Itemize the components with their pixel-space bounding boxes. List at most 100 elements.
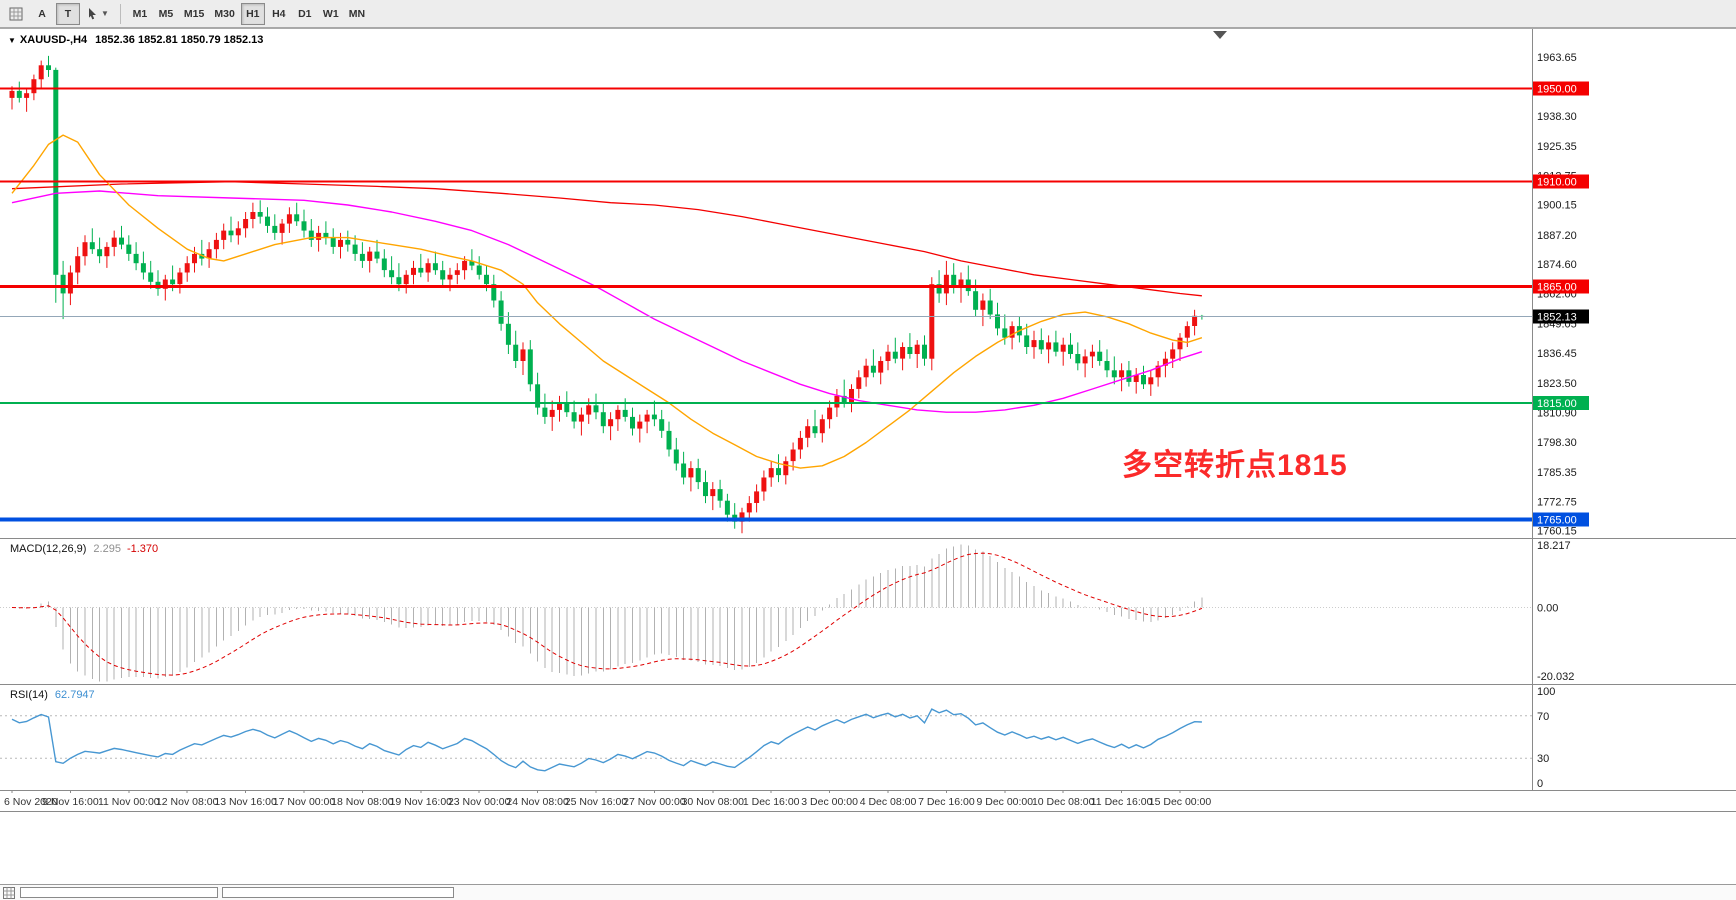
one-click-trading-toggle-icon[interactable]: ▼	[8, 36, 16, 45]
svg-text:1963.65: 1963.65	[1537, 52, 1577, 64]
toolbar-separator	[119, 3, 121, 24]
svg-text:1852.13: 1852.13	[1537, 312, 1577, 324]
window-tab-1[interactable]	[20, 887, 218, 898]
svg-text:1950.00: 1950.00	[1537, 84, 1577, 96]
svg-text:11 Dec 16:00: 11 Dec 16:00	[1091, 796, 1153, 808]
rsi-header: RSI(14) 62.7947	[10, 689, 95, 701]
draw-tools-dropdown-button[interactable]: ▼	[82, 3, 113, 25]
ma-medium-line	[11, 190, 1203, 413]
ma-fast-line	[11, 134, 1203, 469]
svg-text:1785.35: 1785.35	[1537, 467, 1577, 479]
template-grid-button[interactable]	[4, 3, 28, 25]
rsi-line	[11, 708, 1202, 772]
chart-window: 1963.651938.301925.351912.751900.151887.…	[0, 28, 1736, 812]
chart-shift-marker-icon[interactable]	[1213, 31, 1227, 39]
top-toolbar: A T ▼ M1 M5 M15 M30 H1 H4 D1 W1 MN	[0, 0, 1736, 28]
price-axis[interactable]: 1963.651938.301925.351912.751900.151887.…	[1533, 52, 1589, 790]
svg-text:1925.35: 1925.35	[1537, 141, 1577, 153]
svg-text:15 Dec 00:00: 15 Dec 00:00	[1149, 796, 1212, 808]
rsi-label: RSI(14)	[10, 689, 48, 701]
svg-text:9 Dec 00:00: 9 Dec 00:00	[976, 796, 1033, 808]
window-tab-2[interactable]	[222, 887, 454, 898]
svg-text:24 Nov 08:00: 24 Nov 08:00	[506, 796, 569, 808]
svg-text:12 Nov 08:00: 12 Nov 08:00	[156, 796, 219, 808]
price-badge	[1533, 512, 1589, 527]
svg-text:9 Nov 16:00: 9 Nov 16:00	[42, 796, 99, 808]
macd-histogram	[18, 544, 1203, 682]
svg-text:1765.00: 1765.00	[1537, 514, 1577, 526]
svg-text:19 Nov 16:00: 19 Nov 16:00	[390, 796, 453, 808]
svg-text:1938.30: 1938.30	[1537, 111, 1577, 123]
cursor-icon	[89, 8, 96, 20]
grid-icon	[9, 7, 23, 20]
rsi-value: 62.7947	[54, 689, 95, 701]
chart-annotation-text: 多空转折点1815	[1122, 449, 1348, 482]
price-badge	[1533, 279, 1589, 294]
timeframe-button-w1[interactable]: W1	[319, 3, 343, 25]
timeframe-button-m1[interactable]: M1	[128, 3, 152, 25]
svg-text:1865.00: 1865.00	[1537, 282, 1577, 294]
svg-text:70: 70	[1537, 711, 1549, 723]
svg-text:1836.45: 1836.45	[1537, 348, 1577, 360]
macd-header: MACD(12,26,9) 2.295 -1.370	[10, 543, 158, 555]
svg-text:7 Dec 16:00: 7 Dec 16:00	[918, 796, 975, 808]
svg-text:4 Dec 08:00: 4 Dec 08:00	[860, 796, 917, 808]
svg-text:1772.75: 1772.75	[1537, 496, 1577, 508]
candles-group	[9, 55, 1205, 534]
svg-text:1823.50: 1823.50	[1537, 378, 1577, 390]
macd-signal-value: -1.370	[126, 543, 159, 555]
svg-text:6 Nov 2020: 6 Nov 2020	[4, 796, 58, 808]
svg-text:1 Dec 16:00: 1 Dec 16:00	[743, 796, 800, 808]
timeframe-button-m30[interactable]: M30	[210, 3, 238, 25]
svg-text:1910.00: 1910.00	[1537, 177, 1577, 189]
text-label-tool-button[interactable]: A	[30, 3, 54, 25]
window-list-button[interactable]	[2, 886, 16, 899]
svg-text:3 Dec 00:00: 3 Dec 00:00	[801, 796, 858, 808]
drawing-tools-group: A T ▼	[3, 2, 114, 25]
svg-text:0: 0	[1537, 778, 1543, 790]
svg-text:23 Nov 00:00: 23 Nov 00:00	[448, 796, 511, 808]
svg-text:100: 100	[1537, 686, 1555, 698]
price-chart-canvas[interactable]: 1963.651938.301925.351912.751900.151887.…	[0, 28, 1736, 812]
svg-text:18.217: 18.217	[1537, 540, 1571, 552]
timeframe-button-d1[interactable]: D1	[293, 3, 317, 25]
price-badge	[1533, 174, 1589, 189]
tile-windows-icon	[3, 886, 15, 899]
text-tool-button[interactable]: T	[56, 2, 80, 25]
macd-label: MACD(12,26,9)	[10, 543, 87, 555]
macd-main-value: 2.295	[93, 543, 121, 555]
svg-text:30: 30	[1537, 753, 1549, 765]
symbol-period-label: XAUUSD-,H4	[19, 34, 88, 46]
timeframe-group: M1 M5 M15 M30 H1 H4 D1 W1 MN	[127, 2, 370, 25]
price-badge	[1533, 81, 1589, 96]
svg-text:1810.90: 1810.90	[1537, 408, 1577, 420]
timeframe-button-mn[interactable]: MN	[345, 3, 369, 25]
timeframe-button-m5[interactable]: M5	[154, 3, 178, 25]
svg-text:13 Nov 16:00: 13 Nov 16:00	[214, 796, 277, 808]
macd-signal-line	[11, 552, 1203, 676]
svg-text:1760.15: 1760.15	[1537, 526, 1577, 538]
svg-text:0.00: 0.00	[1537, 603, 1558, 615]
chevron-down-icon: ▼	[101, 9, 109, 18]
timeframe-button-m15[interactable]: M15	[180, 3, 208, 25]
svg-text:-20.032: -20.032	[1537, 671, 1574, 683]
svg-text:18 Nov 08:00: 18 Nov 08:00	[331, 796, 394, 808]
window-tab-bar	[0, 884, 1736, 900]
ohlc-values: 1852.36 1852.81 1850.79 1852.13	[95, 34, 264, 46]
svg-text:17 Nov 00:00: 17 Nov 00:00	[273, 796, 336, 808]
svg-text:1798.30: 1798.30	[1537, 437, 1577, 449]
svg-text:1815.00: 1815.00	[1537, 398, 1577, 410]
svg-text:30 Nov 08:00: 30 Nov 08:00	[682, 796, 745, 808]
price-badge	[1533, 309, 1589, 324]
ma-slow-line	[11, 181, 1202, 297]
svg-text:1887.20: 1887.20	[1537, 230, 1577, 242]
svg-text:27 Nov 00:00: 27 Nov 00:00	[623, 796, 686, 808]
svg-text:11 Nov 00:00: 11 Nov 00:00	[98, 796, 160, 808]
svg-text:1900.15: 1900.15	[1537, 200, 1577, 212]
svg-text:10 Dec 08:00: 10 Dec 08:00	[1032, 796, 1095, 808]
price-badge	[1533, 395, 1589, 410]
timeframe-button-h4[interactable]: H4	[267, 3, 291, 25]
timeframe-button-h1[interactable]: H1	[240, 2, 265, 25]
svg-text:25 Nov 16:00: 25 Nov 16:00	[565, 796, 628, 808]
